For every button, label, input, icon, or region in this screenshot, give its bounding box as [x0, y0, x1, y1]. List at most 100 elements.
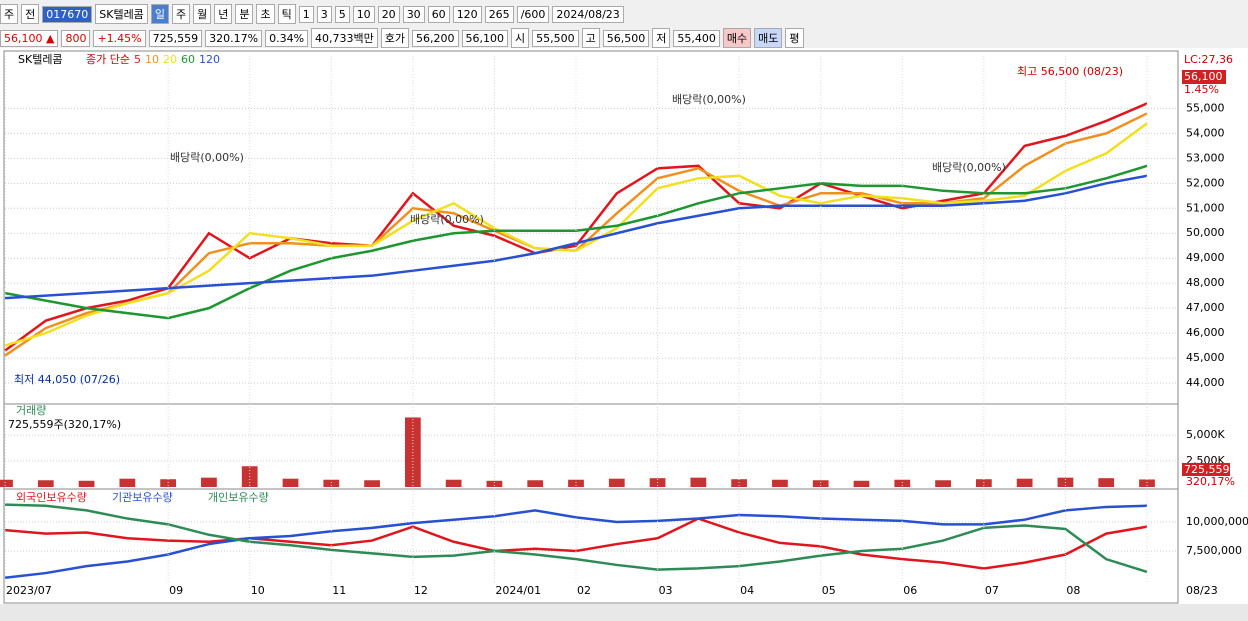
frame	[3, 50, 1179, 604]
info-item[interactable]: 평	[785, 28, 804, 48]
ex-dividend-label: 배당락(0,00%)	[170, 151, 244, 164]
y-tick-label: 49,000	[1186, 251, 1225, 264]
toolbar-item[interactable]: 년	[214, 4, 233, 24]
legend-entry: 종가 단순	[86, 53, 130, 66]
ex-dividend-label: 배당락(0,00%)	[932, 161, 1006, 174]
volume-bar	[445, 479, 462, 487]
info-item[interactable]: 56,500	[602, 29, 650, 47]
legend-entry: 5	[134, 53, 141, 66]
info-item[interactable]: 725,559	[148, 29, 203, 47]
volume-bar	[1139, 479, 1155, 487]
x-tick-label: 2024/01	[495, 584, 541, 597]
right-label: 56,100	[1184, 70, 1223, 83]
volume-bar	[282, 478, 299, 487]
volume-bar	[119, 478, 136, 487]
legend-entry: 10	[145, 53, 159, 66]
info-item[interactable]: 56,100 ▲	[0, 29, 59, 47]
volume-bar	[486, 480, 503, 487]
series-line	[4, 503, 1148, 574]
series-line	[4, 504, 1148, 579]
info-item[interactable]: 매수	[722, 28, 752, 48]
volume-bar	[935, 480, 951, 487]
volume-bar	[78, 480, 95, 487]
chart-title: SK텔레콤	[18, 53, 63, 66]
y-tick-label: 45,000	[1186, 351, 1225, 364]
info-item[interactable]: 56,200	[412, 29, 459, 47]
right-label: 1.45%	[1184, 83, 1219, 96]
info-item[interactable]: +1.45%	[93, 29, 146, 47]
toolbar-item[interactable]: 120	[452, 5, 482, 23]
volume-bar	[160, 479, 177, 487]
y-tick-label: 48,000	[1186, 276, 1225, 289]
toolbar-item[interactable]: 3	[316, 5, 332, 23]
info-item[interactable]: 0.34%	[265, 29, 309, 47]
info-item[interactable]: 고	[581, 28, 600, 48]
info-item[interactable]: 매도	[754, 28, 783, 48]
info-item[interactable]: 저	[652, 28, 671, 48]
toolbar-item[interactable]: 265	[484, 5, 514, 23]
x-tick-label: 2023/07	[6, 584, 52, 597]
toolbar-item[interactable]: 30	[402, 5, 425, 23]
toolbar-item[interactable]: 월	[193, 4, 212, 24]
toolbar-item[interactable]: 60	[427, 5, 450, 23]
info-item[interactable]: 40,733백만	[311, 28, 378, 48]
info-item[interactable]: 800	[61, 29, 91, 47]
x-tick-label: 04	[740, 584, 754, 597]
toolbar-item[interactable]: 주	[171, 4, 191, 24]
toolbar-item[interactable]: 분	[235, 4, 254, 24]
right-label: 320,17%	[1186, 475, 1235, 488]
toolbar-item[interactable]: 일	[150, 4, 169, 24]
scrollbar[interactable]	[0, 604, 1248, 621]
x-tick-label: 08	[1066, 584, 1080, 597]
volume-bar	[1098, 478, 1115, 487]
volume-bar	[364, 480, 380, 487]
x-tick-label: 03	[659, 584, 673, 597]
legend-entry: 기관보유수량	[112, 491, 173, 504]
volume-bar	[527, 480, 544, 487]
y-tick-label: 55,000	[1186, 101, 1225, 114]
volume-bar	[812, 480, 829, 487]
right-label: LC:27,36	[1184, 53, 1233, 66]
toolbar-item[interactable]: 초	[256, 4, 275, 24]
info-item[interactable]: 55,400	[673, 29, 720, 47]
volume-bar	[37, 480, 54, 487]
volume-bar	[608, 478, 625, 487]
toolbar-item[interactable]: SK텔레콤	[95, 4, 148, 24]
x-tick-label: 09	[169, 584, 183, 597]
toolbar-item[interactable]: 주	[0, 4, 19, 24]
toolbar-item[interactable]: 2024/08/23	[552, 5, 624, 23]
toolbar-item[interactable]: 5	[334, 5, 350, 23]
info-item[interactable]: 320.17%	[205, 29, 263, 47]
y-tick-label: 7,500,000	[1186, 544, 1242, 557]
x-tick-label: 07	[985, 584, 999, 597]
info-bar: 56,100 ▲ 800 +1.45% 725,559 320.17% 0.34% 40,7…	[0, 28, 1248, 49]
info-item[interactable]: 55,500	[532, 29, 579, 47]
y-tick-label: 51,000	[1186, 201, 1225, 214]
volume-bar	[853, 480, 870, 487]
volume-bar	[894, 479, 911, 487]
toolbar-item[interactable]: /600	[516, 5, 550, 23]
x-tick-label: 05	[822, 584, 836, 597]
info-item[interactable]: 56,100	[461, 29, 509, 47]
volume-title: 거래량	[16, 404, 46, 417]
info-item[interactable]: 시	[511, 28, 530, 48]
toolbar-item[interactable]: 1	[298, 5, 314, 23]
y-tick-label: 54,000	[1186, 126, 1225, 139]
y-tick-label: 5,000K	[1186, 428, 1225, 441]
volume-badge	[1182, 463, 1230, 476]
series-line	[4, 122, 1148, 347]
toolbar-item[interactable]: 10	[352, 5, 375, 23]
info-item[interactable]: 호가	[380, 28, 410, 48]
y-tick-label: 50,000	[1186, 226, 1225, 239]
toolbar-item[interactable]: 전	[21, 4, 40, 24]
volume-bar	[568, 479, 584, 487]
price-badge	[1182, 70, 1226, 84]
x-tick-label: 06	[903, 584, 917, 597]
low-label: 최저 44,050 (07/26)	[14, 373, 120, 386]
toolbar-item[interactable]: 017670	[42, 5, 93, 23]
toolbar-item[interactable]: 20	[377, 5, 400, 23]
toolbar-item[interactable]: 틱	[277, 4, 296, 24]
y-tick-label: 10,000,000	[1186, 515, 1248, 528]
series-line	[4, 174, 1148, 300]
volume-bar	[731, 479, 748, 487]
